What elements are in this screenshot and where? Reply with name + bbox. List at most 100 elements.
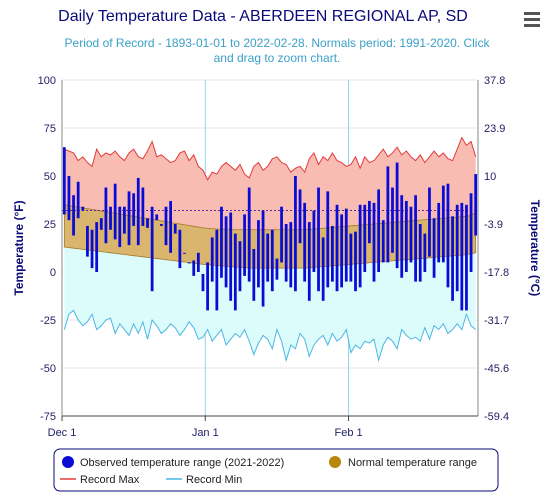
observed-range-bar [201,273,205,292]
observed-range-bar [183,252,186,254]
observed-range-bar [432,218,436,278]
observed-range-bar [414,195,417,282]
legend-item-record-max[interactable]: Record Max [60,474,140,486]
observed-range-bar [275,258,279,280]
observed-range-bar [354,231,357,292]
axes: 100 37.8 75 23.9 50 10 25 -3.9 0 -17.8 -25 -31.7 -50… [38,75,509,439]
observed-range-bar [303,202,307,282]
y-tick-label-right: 37.8 [484,75,505,87]
y-tick-label-left: -75 [40,411,56,423]
observed-range-bar [280,206,283,263]
observed-range-bar [62,147,66,215]
record-max-line [64,136,477,181]
observed-range-bar [90,229,94,269]
observed-range-bar [381,220,385,263]
observed-range-bar [127,191,131,246]
y-tick-label-left: 75 [44,123,56,135]
y-tick-label-right: -31.7 [484,315,509,327]
y-tick-label-right: -59.4 [484,411,509,423]
legend-normal-marker [329,456,341,468]
observed-range-bar [404,200,408,272]
observed-range-bar [220,206,223,278]
legend-record-max-label: Record Max [80,474,140,486]
observed-range-bar [155,214,159,221]
y-tick-label-right: 10 [484,171,496,183]
observed-range-bar [243,214,246,276]
observed-range-bar [72,195,75,236]
observed-range-bar [123,206,126,234]
observed-range-bar [400,195,404,278]
observed-range-bar [104,187,108,244]
observed-range-bar [474,174,478,236]
chart-subtitle-line2: and drag to zoom chart. [214,51,341,65]
observed-range-bar [113,183,117,240]
observed-range-bar [321,237,325,301]
observed-range-bar [118,206,122,248]
observed-range-bar [455,204,459,292]
observed-range-bar [294,176,297,292]
legend-item-normal[interactable]: Normal temperature range [329,456,477,469]
observed-range-bar [284,224,288,282]
observed-range-bar [349,233,353,282]
observed-range-bar [270,229,274,292]
observed-range-bar [391,187,394,253]
observed-range-bar [192,260,196,276]
observed-range-bar [215,229,219,311]
x-tick-label: Feb 1 [335,427,363,439]
x-tick-label: Jan 1 [192,427,219,439]
observed-range-bar [187,262,191,264]
y-tick-label-left: 100 [38,75,56,87]
legend-record-min-label: Record Min [186,474,242,486]
legend-observed-label: Observed temperature range (2021-2022) [80,457,284,469]
y-axis-title-left: Temperature (°F) [12,200,26,295]
observed-range-bar [261,210,265,307]
observed-range-bar [289,222,293,288]
observed-range-bar [335,204,339,292]
observed-range-bar [238,241,242,292]
observed-range-bar [395,162,399,269]
observed-range-bar [423,233,427,272]
observed-range-bar [233,233,237,311]
legend-observed-marker [62,456,74,468]
observed-range-bar [210,237,214,282]
y-tick-label-right: -45.6 [484,363,509,375]
observed-range-bar [178,229,182,269]
observed-range-bar [150,206,154,292]
legend-item-record-min[interactable]: Record Min [166,474,242,486]
observed-range-bar [247,187,251,282]
y-tick-label-left: 25 [44,219,56,231]
y-tick-label-left: -25 [40,315,56,327]
observed-range-bars [62,147,478,311]
observed-range-bar [409,206,413,263]
observed-range-bar [81,206,85,211]
observed-range-bar [109,206,112,230]
observed-range-bar [437,202,441,263]
observed-range-bar [469,193,473,272]
observed-range-bar [358,204,362,288]
observed-range-bar [367,200,371,244]
observed-range-bar [99,218,103,230]
legend-normal-label: Normal temperature range [348,457,477,469]
legend-item-observed[interactable]: Observed temperature range (2021-2022) [62,456,284,469]
observed-range-bar [386,166,390,263]
observed-range-bar [173,224,177,234]
observed-range-bar [307,222,311,301]
observed-range-bar [86,225,89,257]
observed-range-bar [252,248,256,301]
observed-range-bar [331,225,334,282]
observed-range-bar [67,176,71,221]
hamburger-menu-icon[interactable] [524,12,540,27]
y-tick-label-left: -50 [40,363,56,375]
observed-range-bar [317,187,320,292]
observed-range-bar [136,177,140,246]
y-tick-label-left: 50 [44,171,56,183]
observed-range-bar [224,216,228,288]
observed-range-bar [344,208,348,282]
observed-range-bar [146,218,149,228]
observed-range-bar [312,210,316,272]
observed-range-bar [132,193,136,226]
observed-range-bar [266,233,270,282]
observed-range-bar [428,187,431,257]
chart-subtitle-line1: Period of Record - 1893-01-01 to 2022-02… [65,36,491,50]
